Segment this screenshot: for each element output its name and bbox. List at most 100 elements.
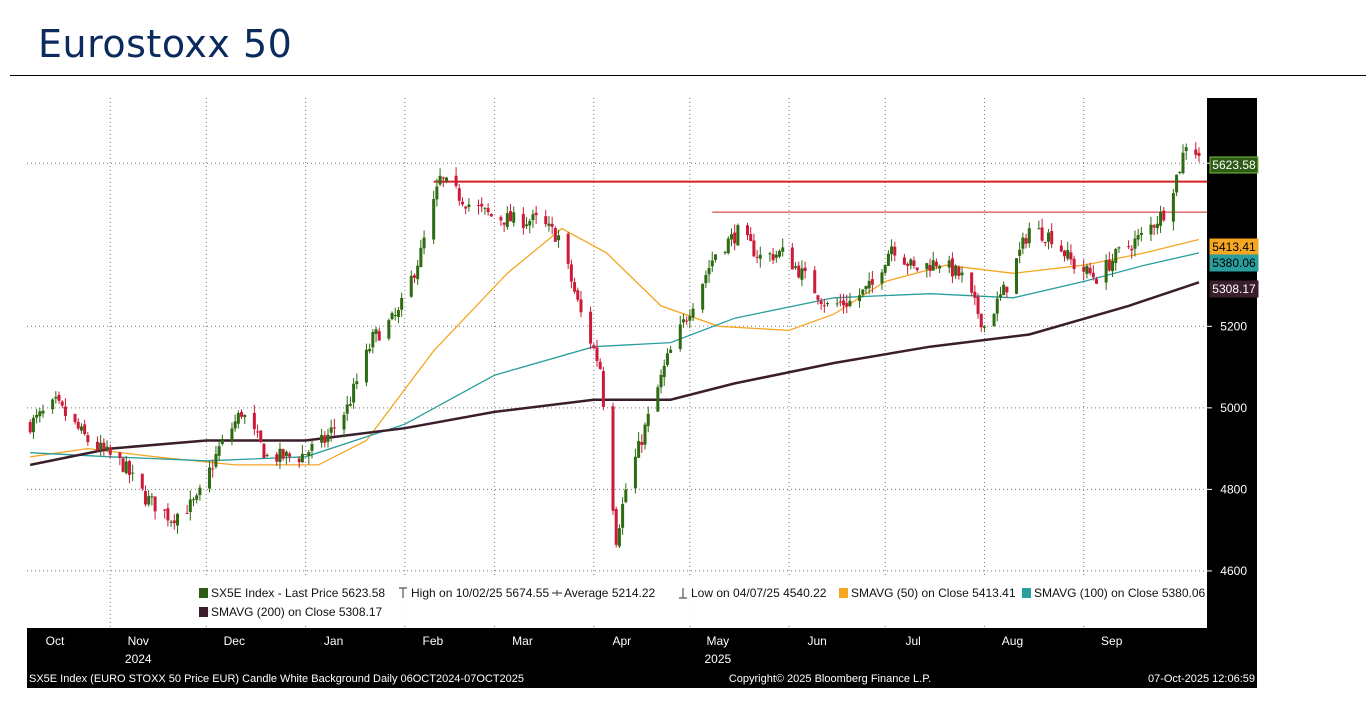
y-tick-label: 4600: [1220, 564, 1247, 578]
candle-body: [803, 267, 807, 272]
candle-body: [819, 301, 823, 304]
low-marker-icon: [679, 588, 687, 599]
candle-body: [813, 270, 817, 294]
candle-body: [589, 311, 593, 344]
candle-body: [143, 491, 147, 505]
candle-body: [86, 435, 90, 443]
candle-body: [371, 332, 375, 348]
candle-body: [1127, 246, 1131, 248]
candle-body: [557, 235, 561, 241]
year-label: 2024: [125, 652, 152, 666]
candle-body: [300, 453, 304, 463]
candle-body: [176, 513, 180, 526]
candle-body: [870, 279, 874, 285]
candle-body: [1082, 266, 1086, 272]
candle-body: [99, 442, 103, 451]
legend: SX5E Index - Last Price 5623.58 High on 1…: [199, 586, 1206, 619]
candle-body: [707, 268, 711, 275]
candle-body: [1149, 224, 1153, 235]
candle-body: [153, 496, 157, 512]
candle-body: [1133, 238, 1137, 249]
candle-body: [457, 188, 461, 201]
candle-body: [598, 361, 602, 369]
candle-body: [31, 417, 35, 433]
candle-body: [931, 260, 935, 271]
candle-body: [1050, 230, 1054, 245]
candle-body: [281, 449, 285, 459]
legend-swatch: [199, 607, 208, 617]
candle-body: [979, 313, 983, 328]
y-tick-label: 4800: [1220, 482, 1247, 496]
candle-body: [601, 371, 605, 407]
candle-body: [467, 204, 471, 208]
candle-body: [621, 503, 625, 528]
candle-body: [1002, 284, 1006, 296]
candle-body: [848, 300, 852, 306]
candle-body: [573, 282, 577, 292]
candle-body: [374, 329, 378, 334]
candle-body: [774, 254, 778, 258]
page-title: Eurostoxx 50: [38, 22, 293, 66]
candle-body: [477, 205, 481, 207]
candle-body: [1130, 248, 1134, 251]
candle-body: [509, 211, 513, 222]
candle-body: [320, 434, 324, 443]
candle-body: [233, 421, 237, 429]
candle-body: [1184, 147, 1188, 152]
candle-body: [28, 422, 32, 433]
month-label: Feb: [423, 634, 444, 648]
candle-body: [1104, 260, 1108, 283]
candle-body: [534, 212, 538, 216]
candle-body: [928, 265, 932, 271]
candle-body: [525, 224, 529, 227]
candle-body: [278, 448, 282, 463]
candle-body: [220, 438, 224, 445]
candle-body: [1117, 247, 1121, 249]
candle-body: [288, 453, 292, 457]
candles: [28, 142, 1201, 549]
candle-body: [108, 447, 112, 455]
candle-body: [934, 261, 938, 267]
candle-body: [778, 250, 782, 257]
high-marker-icon: [399, 587, 407, 598]
candle-body: [656, 387, 660, 412]
candle-body: [579, 299, 583, 313]
candle-body: [662, 365, 666, 378]
legend-swatch: [1022, 588, 1031, 598]
candle-body: [172, 520, 176, 524]
candle-body: [355, 381, 359, 385]
candle-body: [348, 403, 352, 406]
candle-body: [678, 324, 682, 349]
price-tag: [1209, 156, 1259, 174]
candle-body: [364, 349, 368, 383]
candle-body: [1091, 272, 1095, 278]
candle-body: [1021, 237, 1025, 249]
candle-body: [1175, 174, 1179, 193]
legend-swatch: [199, 588, 208, 598]
candle-body: [1014, 258, 1018, 294]
candle-body: [614, 509, 618, 545]
candle-body: [304, 454, 308, 456]
legend-entry: SMAVG (200) on Close 5308.17: [211, 605, 383, 619]
candle-body: [512, 212, 516, 223]
candle-body: [976, 296, 980, 314]
candle-body: [1114, 249, 1118, 263]
candle-body: [217, 446, 221, 456]
legend-entry: SMAVG (50) on Close 5413.41: [851, 586, 1016, 600]
candle-body: [95, 441, 99, 450]
candle-body: [435, 186, 439, 200]
candle-body: [326, 434, 330, 442]
price-tag-label: 5308.17: [1212, 282, 1256, 296]
candle-body: [422, 237, 426, 249]
candle-body: [1162, 210, 1166, 221]
candle-body: [576, 290, 580, 300]
candle-body: [208, 467, 212, 489]
footer-timestamp: 07-Oct-2025 12:06:59: [1148, 673, 1255, 685]
candle-body: [1197, 152, 1201, 156]
candle-body: [883, 265, 887, 273]
candle-body: [1018, 249, 1022, 256]
candle-body: [54, 396, 58, 399]
year-label: 2025: [705, 652, 732, 666]
candle-body: [127, 461, 131, 475]
legend-entry: High on 10/02/25 5674.55: [411, 586, 549, 600]
